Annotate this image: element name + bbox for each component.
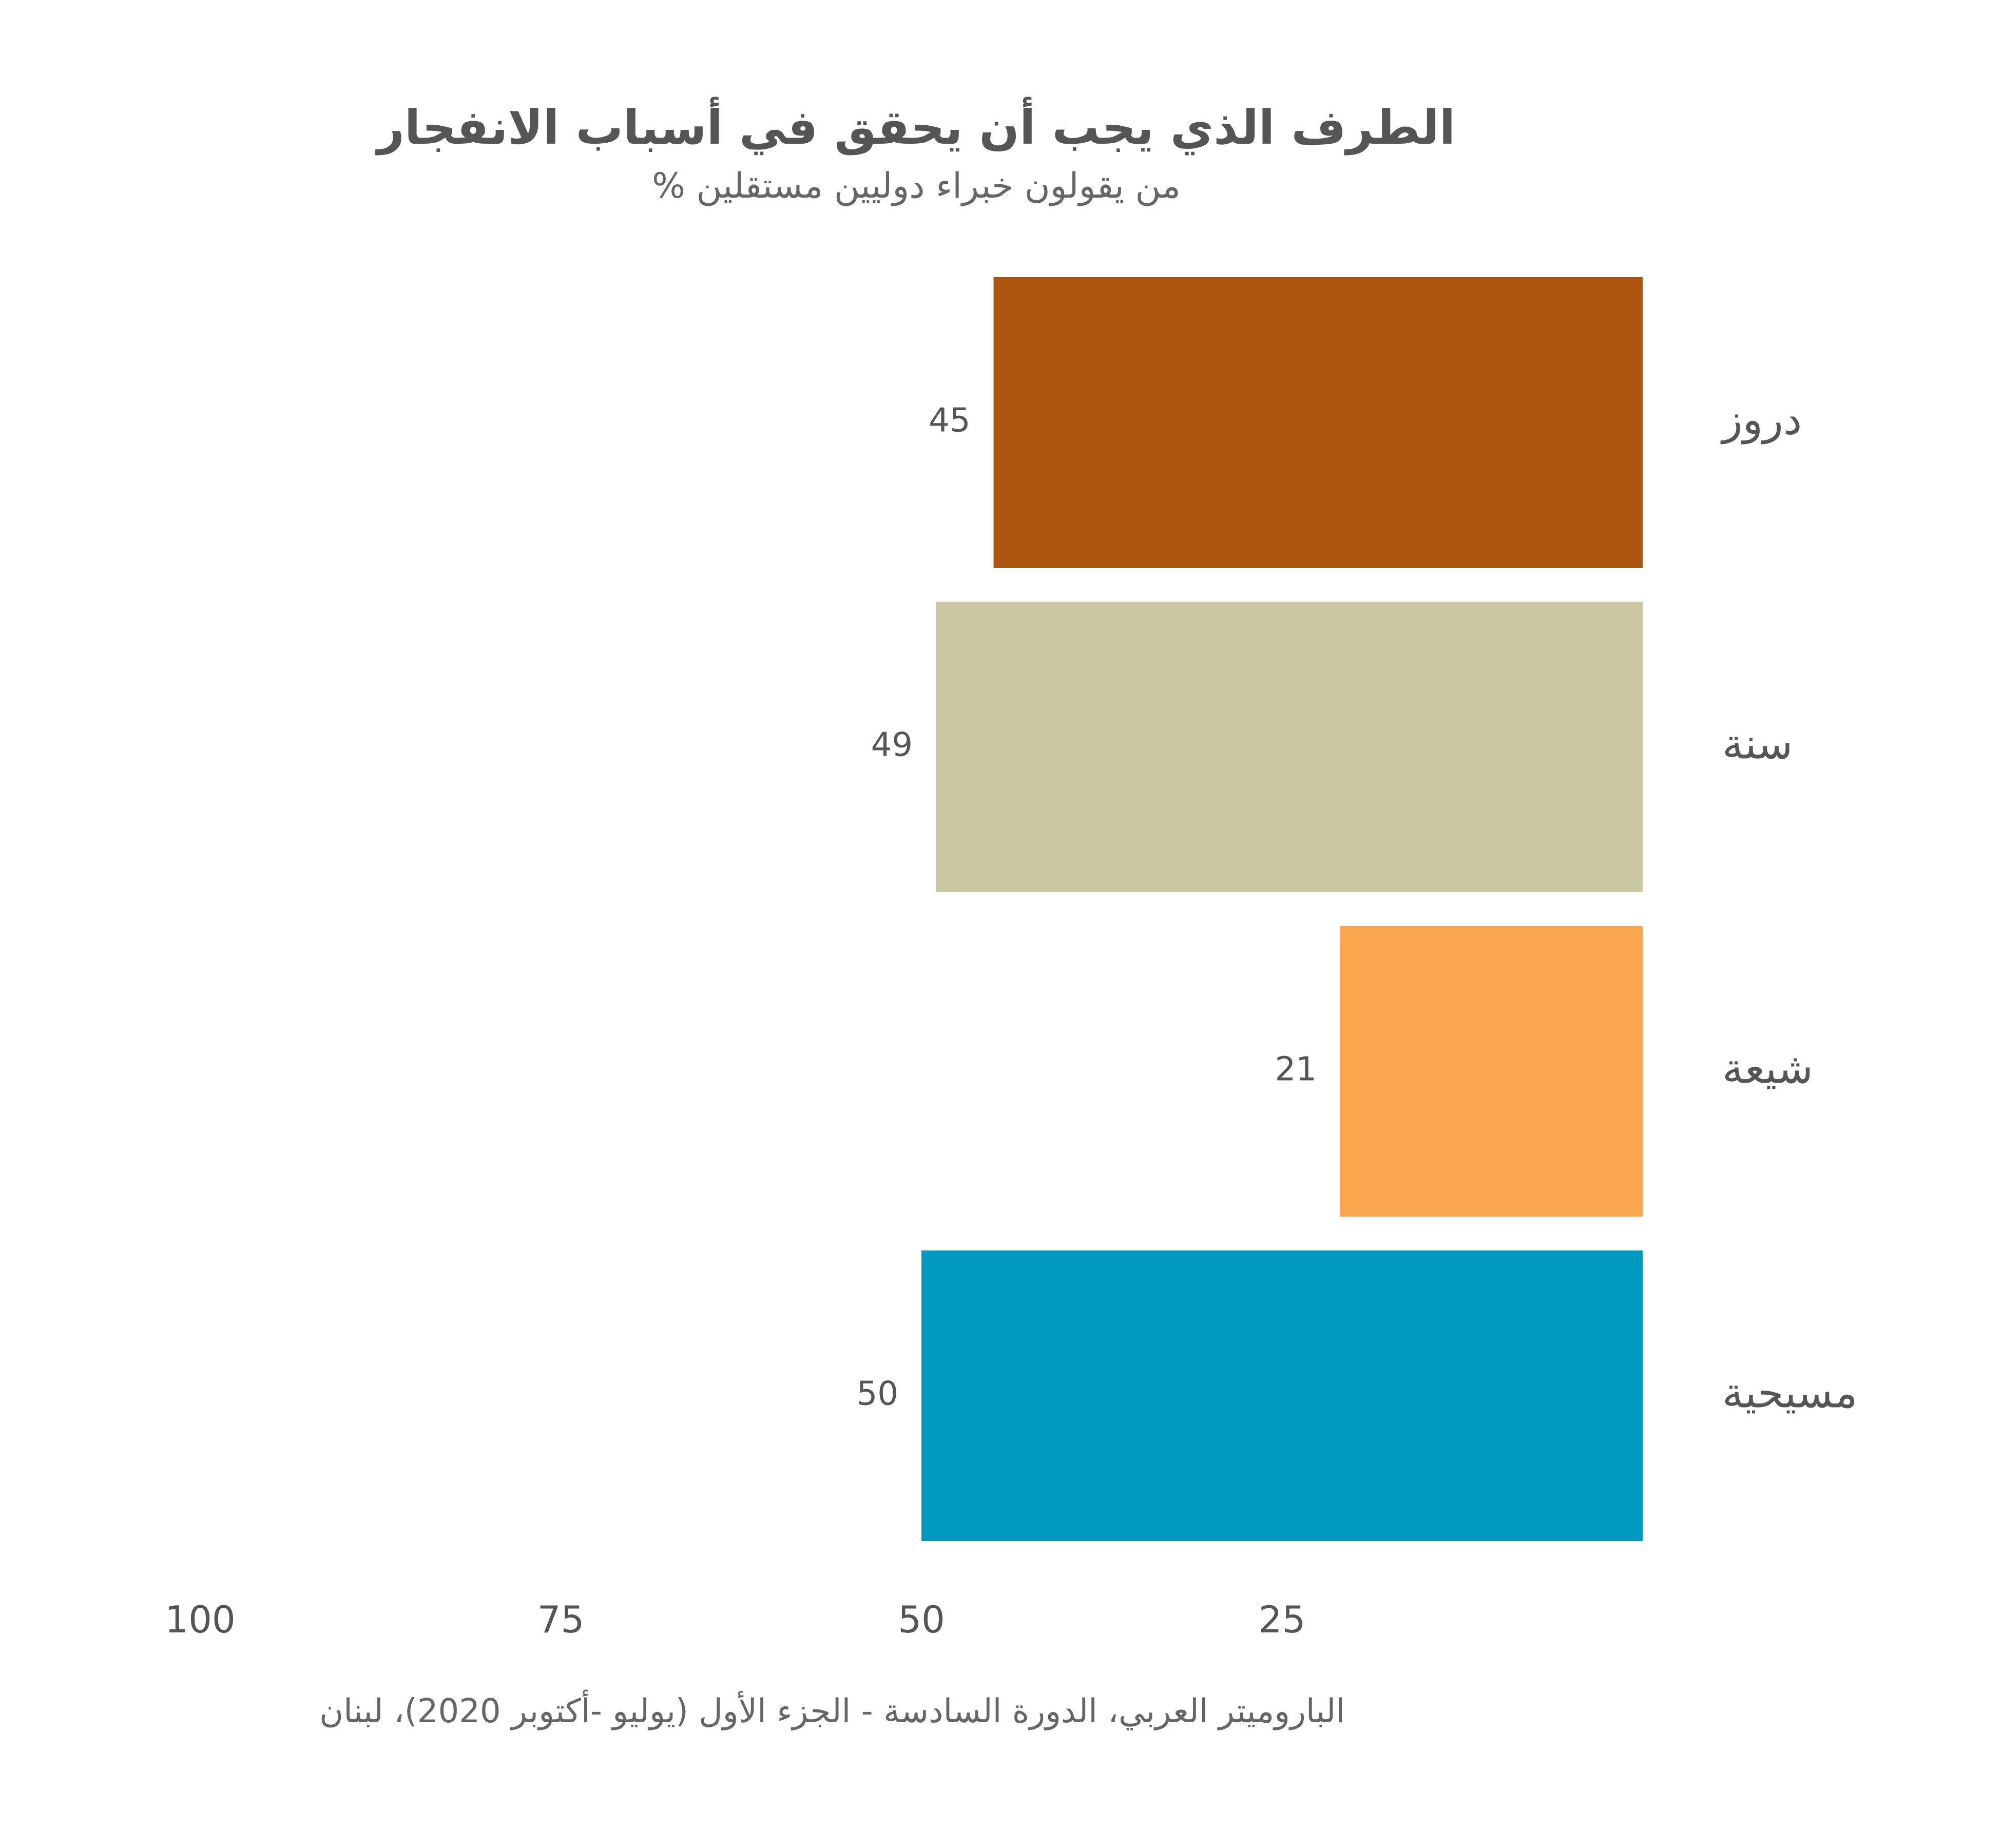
category-label-0: دروز: [1720, 395, 1802, 444]
bar-1: [936, 602, 1643, 892]
value-label-group: 45 49 21 50: [857, 402, 1317, 1413]
value-label-0: 45: [929, 402, 970, 440]
x-tick-label-1: 50: [898, 1598, 945, 1641]
x-tick-label-2: 75: [537, 1598, 585, 1641]
category-label-2: شيعة: [1722, 1044, 1813, 1093]
value-label-2: 21: [1275, 1051, 1316, 1089]
x-axis-tick-group: 25 50 75 100: [165, 1598, 1305, 1641]
category-label-1: سنة: [1722, 720, 1793, 768]
value-label-1: 49: [871, 726, 913, 764]
bar-3: [921, 1250, 1643, 1541]
x-tick-label-3: 100: [165, 1598, 235, 1641]
bar-2: [1339, 926, 1643, 1217]
value-label-3: 50: [857, 1375, 898, 1413]
chart-title: الطرف الذي يجب أن يحقق في أسباب الانفجار: [375, 97, 1455, 156]
chart-subtitle: % من يقولون خبراء دوليين مستقلين: [652, 166, 1181, 206]
bar-group: [921, 277, 1643, 1541]
bar-0: [993, 277, 1643, 568]
x-tick-label-0: 25: [1259, 1598, 1306, 1641]
category-label-3: مسيحية: [1722, 1369, 1857, 1417]
category-label-group: دروز سنة شيعة مسيحية: [1720, 395, 1857, 1417]
chart-source: الباروميتر العربي، الدورة السادسة - الجز…: [319, 1689, 1345, 1730]
